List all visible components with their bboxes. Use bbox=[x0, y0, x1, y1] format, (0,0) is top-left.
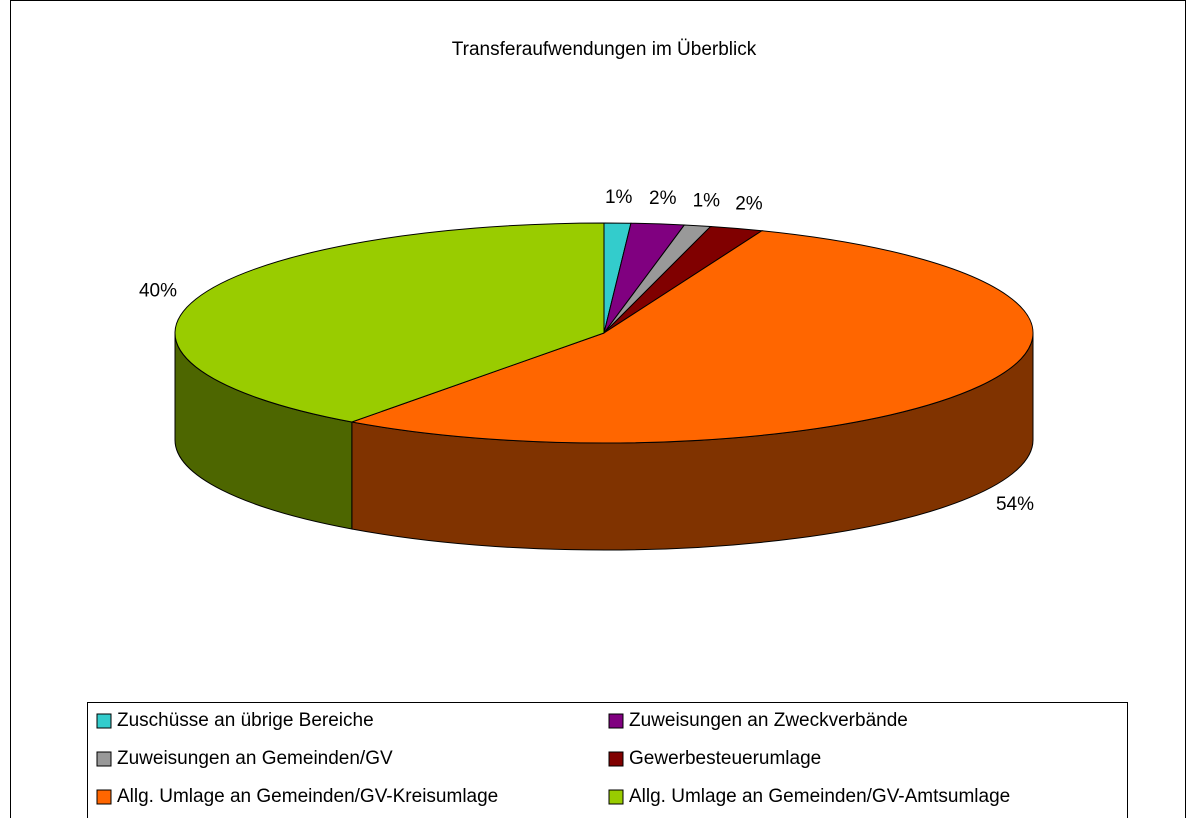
legend-swatch bbox=[96, 713, 112, 729]
data-label: 40% bbox=[139, 280, 177, 301]
pie-slice bbox=[349, 230, 1034, 444]
legend-box bbox=[87, 702, 1128, 818]
legend-label: Zuweisungen an Gemeinden/GV bbox=[117, 748, 393, 769]
legend-label: Allg. Umlage an Gemeinden/GV-Amtsumlage bbox=[629, 786, 1010, 807]
legend-swatch bbox=[608, 751, 624, 767]
legend-label: Gewerbesteuerumlage bbox=[629, 748, 821, 769]
data-label: 2% bbox=[735, 194, 763, 215]
legend-label: Zuschüsse an übrige Bereiche bbox=[117, 710, 374, 731]
legend-swatch bbox=[96, 751, 112, 767]
data-label: 1% bbox=[605, 187, 633, 208]
legend-swatch bbox=[608, 713, 624, 729]
legend-swatch bbox=[608, 789, 624, 805]
data-label: 2% bbox=[649, 188, 677, 209]
chart-title: Transferaufwendungen im Überblick bbox=[452, 39, 757, 60]
data-label: 54% bbox=[996, 494, 1034, 515]
legend-swatch bbox=[96, 789, 112, 805]
legend-label: Zuweisungen an Zweckverbände bbox=[629, 710, 908, 731]
legend-label: Allg. Umlage an Gemeinden/GV-Kreisumlage bbox=[117, 786, 498, 807]
data-label: 1% bbox=[693, 190, 721, 211]
pie-slice bbox=[174, 222, 605, 423]
